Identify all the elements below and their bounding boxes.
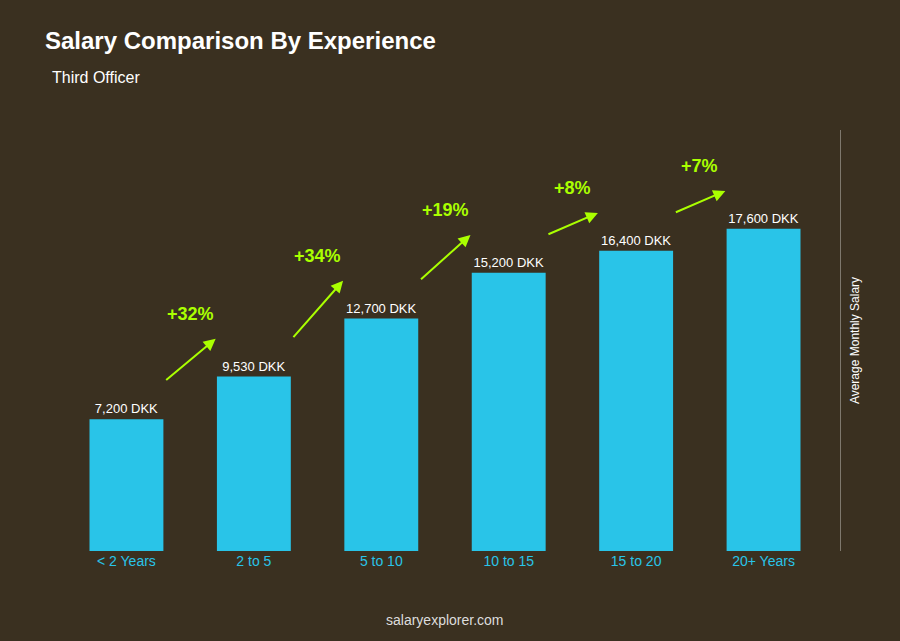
svg-text:16,400 DKK: 16,400 DKK <box>601 233 671 248</box>
svg-text:17,600 DKK: 17,600 DKK <box>728 211 798 226</box>
svg-text:10 to 15: 10 to 15 <box>483 553 534 569</box>
svg-text:+7%: +7% <box>681 156 718 176</box>
svg-text:15,200 DKK: 15,200 DKK <box>473 255 543 270</box>
svg-text:+32%: +32% <box>167 304 214 324</box>
svg-text:Third Officer: Third Officer <box>52 69 140 86</box>
svg-text:+8%: +8% <box>554 178 591 198</box>
svg-text:15 to 20: 15 to 20 <box>611 553 662 569</box>
svg-text:7,200 DKK: 7,200 DKK <box>95 401 158 416</box>
svg-text:Salary Comparison By Experienc: Salary Comparison By Experience <box>45 27 436 54</box>
svg-text:< 2 Years: < 2 Years <box>97 553 156 569</box>
svg-text:5 to 10: 5 to 10 <box>360 553 403 569</box>
svg-text:2 to 5: 2 to 5 <box>236 553 271 569</box>
svg-text:12,700 DKK: 12,700 DKK <box>346 301 416 316</box>
svg-text:salaryexplorer.com: salaryexplorer.com <box>386 612 504 628</box>
svg-text:+19%: +19% <box>422 200 469 220</box>
svg-text:+34%: +34% <box>294 246 341 266</box>
svg-text:9,530 DKK: 9,530 DKK <box>222 359 285 374</box>
svg-text:20+ Years: 20+ Years <box>732 553 795 569</box>
svg-text:Average Monthly Salary: Average Monthly Salary <box>848 277 862 404</box>
